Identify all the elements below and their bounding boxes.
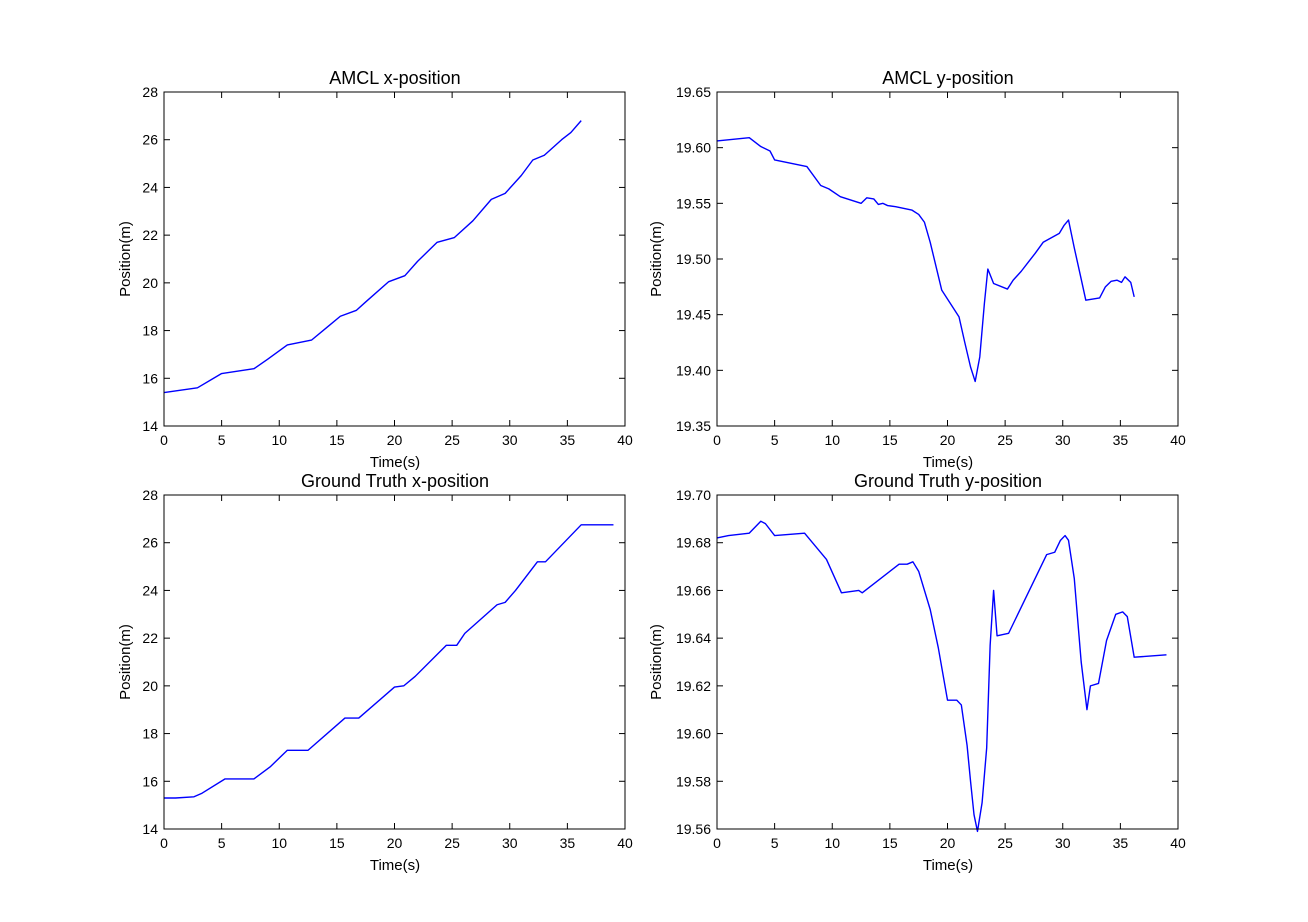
- y-tick-label: 20: [142, 678, 158, 694]
- y-tick-label: 16: [142, 370, 158, 386]
- y-tick-label: 19.60: [676, 726, 711, 742]
- x-tick-label: 30: [502, 432, 518, 448]
- y-tick-label: 26: [142, 132, 158, 148]
- axes-frame: [716, 91, 1179, 427]
- y-tick-label: 14: [142, 821, 158, 837]
- x-tick-label: 20: [940, 835, 956, 851]
- y-tick-label: 19.60: [676, 140, 711, 156]
- series-line: [716, 520, 1167, 833]
- x-tick-label: 25: [444, 835, 460, 851]
- y-tick-label: 28: [142, 84, 158, 100]
- x-tick-label: 35: [1113, 835, 1129, 851]
- y-tick-label: 19.66: [676, 582, 711, 598]
- x-axis-label: Time(s): [923, 857, 973, 874]
- x-axis-label: Time(s): [370, 454, 420, 471]
- plot-title: AMCL y-position: [882, 68, 1013, 88]
- x-tick-label: 40: [617, 835, 633, 851]
- x-tick-label: 10: [271, 432, 287, 448]
- x-tick-label: 30: [1055, 432, 1071, 448]
- axes-frame: [163, 91, 626, 427]
- y-tick-label: 19.58: [676, 773, 711, 789]
- x-tick-label: 25: [444, 432, 460, 448]
- x-tick-label: 35: [1113, 432, 1129, 448]
- y-tick-label: 19.64: [676, 630, 711, 646]
- x-tick-label: 5: [218, 835, 226, 851]
- x-tick-label: 25: [997, 432, 1013, 448]
- x-tick-label: 20: [387, 835, 403, 851]
- y-tick-label: 24: [142, 582, 158, 598]
- series-line: [716, 136, 1135, 383]
- y-tick-label: 19.45: [676, 307, 711, 323]
- y-tick-label: 14: [142, 418, 158, 434]
- x-axis-label: Time(s): [370, 857, 420, 874]
- x-tick-label: 30: [1055, 835, 1071, 851]
- x-tick-label: 0: [713, 432, 721, 448]
- y-tick-label: 28: [142, 487, 158, 503]
- x-tick-label: 0: [160, 432, 168, 448]
- x-tick-label: 5: [218, 432, 226, 448]
- x-tick-label: 10: [824, 432, 840, 448]
- x-tick-label: 15: [882, 835, 898, 851]
- y-tick-label: 19.65: [676, 84, 711, 100]
- plot-title: Ground Truth y-position: [854, 471, 1042, 491]
- y-axis-label: Position(m): [648, 624, 665, 700]
- x-tick-label: 40: [1170, 835, 1186, 851]
- series-line: [164, 524, 614, 799]
- x-tick-label: 10: [271, 835, 287, 851]
- x-tick-label: 40: [1170, 432, 1186, 448]
- subplot-ground-truth-x: Ground Truth x-position Time(s) Position…: [117, 471, 633, 874]
- y-tick-label: 18: [142, 726, 158, 742]
- y-tick-label: 19.56: [676, 821, 711, 837]
- y-tick-label: 22: [142, 630, 158, 646]
- x-tick-label: 5: [771, 835, 779, 851]
- subplot-ground-truth-y: Ground Truth y-position Time(s) Position…: [648, 471, 1186, 874]
- y-tick-label: 18: [142, 323, 158, 339]
- y-tick-label: 19.35: [676, 418, 711, 434]
- y-tick-label: 19.50: [676, 251, 711, 267]
- y-tick-label: 19.70: [676, 487, 711, 503]
- subplot-amcl-x: AMCL x-position Time(s) Position(m) 0 5 10…: [117, 68, 633, 471]
- x-tick-label: 15: [329, 835, 345, 851]
- y-tick-label: 19.68: [676, 535, 711, 551]
- y-tick-label: 19.40: [676, 362, 711, 378]
- x-tick-label: 40: [617, 432, 633, 448]
- plot-title: Ground Truth x-position: [301, 471, 489, 491]
- x-tick-label: 0: [713, 835, 721, 851]
- y-axis-label: Position(m): [648, 221, 665, 297]
- y-tick-label: 19.62: [676, 678, 711, 694]
- series-line: [163, 120, 582, 394]
- y-tick-label: 26: [142, 535, 158, 551]
- plot-title: AMCL x-position: [329, 68, 460, 88]
- y-tick-label: 24: [142, 179, 158, 195]
- x-tick-label: 35: [560, 432, 576, 448]
- x-tick-label: 35: [560, 835, 576, 851]
- y-tick-label: 20: [142, 275, 158, 291]
- x-tick-label: 30: [502, 835, 518, 851]
- x-tick-label: 15: [329, 432, 345, 448]
- x-tick-label: 20: [940, 432, 956, 448]
- y-tick-label: 22: [142, 227, 158, 243]
- x-tick-label: 10: [824, 835, 840, 851]
- x-tick-label: 5: [771, 432, 779, 448]
- x-tick-label: 25: [997, 835, 1013, 851]
- x-tick-label: 20: [387, 432, 403, 448]
- y-tick-label: 16: [142, 773, 158, 789]
- x-tick-label: 0: [160, 835, 168, 851]
- x-tick-label: 15: [882, 432, 898, 448]
- x-axis-label: Time(s): [923, 454, 973, 471]
- axes-frame: [716, 494, 1179, 830]
- y-axis-label: Position(m): [117, 221, 134, 297]
- y-tick-label: 19.55: [676, 195, 711, 211]
- subplot-amcl-y: AMCL y-position Time(s) Position(m) 0 5 10…: [648, 68, 1186, 471]
- y-axis-label: Position(m): [117, 624, 134, 700]
